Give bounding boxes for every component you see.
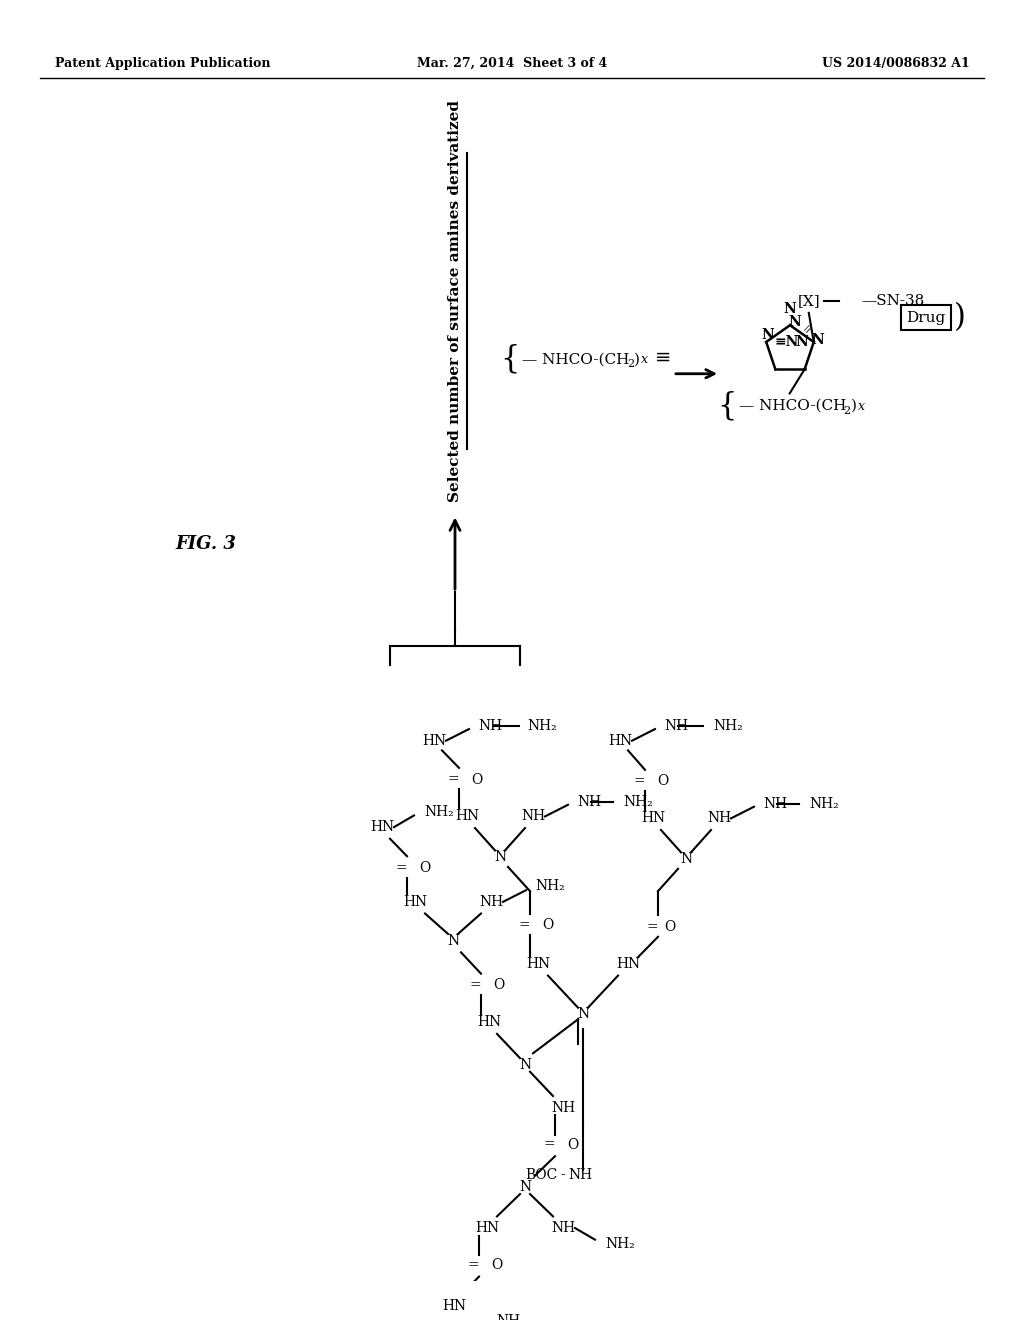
Text: — NHCO-(CH: — NHCO-(CH [738, 399, 846, 413]
Text: HN: HN [641, 812, 665, 825]
Text: NH: NH [763, 797, 787, 810]
Text: O: O [542, 919, 553, 932]
Text: 2: 2 [627, 359, 634, 370]
Text: =: = [800, 319, 816, 337]
Text: ): ) [851, 399, 857, 413]
Text: Selected number of surface amines derivatized: Selected number of surface amines deriva… [449, 100, 462, 502]
Text: HN: HN [477, 1015, 501, 1030]
Text: O: O [567, 1138, 579, 1151]
Text: HN: HN [402, 895, 427, 909]
Text: HN: HN [370, 820, 394, 834]
Text: NH: NH [707, 812, 731, 825]
Text: -: - [560, 1168, 565, 1181]
Text: NH₂: NH₂ [535, 879, 565, 894]
Text: O: O [419, 861, 430, 875]
Text: HN: HN [455, 809, 479, 824]
Text: O: O [665, 920, 676, 935]
Text: O: O [490, 1258, 502, 1272]
Text: 2: 2 [844, 405, 851, 416]
Text: [X]: [X] [798, 294, 820, 308]
Text: =: = [544, 1138, 555, 1151]
Text: US 2014/0086832 A1: US 2014/0086832 A1 [822, 57, 970, 70]
Text: N: N [762, 327, 774, 342]
Text: N: N [680, 853, 692, 866]
Text: O: O [471, 772, 482, 787]
Text: N: N [519, 1180, 531, 1195]
Text: N: N [519, 1057, 531, 1072]
Text: HN: HN [442, 1299, 466, 1312]
Text: — NHCO-(CH: — NHCO-(CH [522, 352, 630, 366]
Text: FIG. 3: FIG. 3 [175, 535, 236, 553]
Text: BOC: BOC [525, 1168, 558, 1181]
Text: ): ) [634, 352, 640, 366]
Text: N: N [783, 301, 797, 315]
Text: O: O [657, 775, 669, 788]
Text: HN: HN [608, 734, 632, 747]
Text: NH: NH [479, 895, 503, 909]
Text: NH₂: NH₂ [623, 795, 652, 809]
Text: NH: NH [577, 795, 601, 809]
Text: N: N [494, 850, 506, 865]
Text: NH: NH [478, 719, 502, 733]
Text: NH₂: NH₂ [496, 1315, 525, 1320]
Text: =: = [469, 978, 481, 993]
Text: N: N [446, 933, 459, 948]
Text: NH: NH [551, 1221, 575, 1236]
Text: {: { [717, 391, 736, 421]
Text: NH₂: NH₂ [527, 719, 557, 733]
Text: NH₂: NH₂ [424, 805, 454, 818]
Text: NH: NH [568, 1168, 592, 1181]
Text: {: { [501, 343, 520, 375]
Text: =: = [518, 919, 530, 932]
Text: Mar. 27, 2014  Sheet 3 of 4: Mar. 27, 2014 Sheet 3 of 4 [417, 57, 607, 70]
Text: x: x [858, 400, 864, 413]
Text: NH₂: NH₂ [605, 1237, 635, 1250]
FancyBboxPatch shape [901, 305, 950, 330]
Text: —SN-38: —SN-38 [862, 294, 925, 308]
Text: =: = [447, 772, 459, 787]
Text: O: O [493, 978, 504, 993]
Text: ): ) [953, 302, 966, 333]
Text: N: N [795, 335, 808, 348]
Text: ≡: ≡ [655, 350, 672, 367]
Text: HN: HN [526, 957, 550, 972]
Text: HN: HN [475, 1221, 499, 1236]
Text: NH: NH [664, 719, 688, 733]
Text: ≡N: ≡N [774, 335, 799, 348]
Text: HN: HN [616, 957, 640, 972]
Text: =: = [467, 1258, 479, 1272]
Text: NH₂: NH₂ [809, 797, 839, 810]
Text: N: N [812, 333, 824, 347]
Text: =: = [634, 775, 645, 788]
Text: x: x [641, 352, 648, 366]
Text: N: N [577, 1007, 589, 1022]
Text: =: = [646, 920, 658, 935]
Text: Patent Application Publication: Patent Application Publication [55, 57, 270, 70]
Text: NH: NH [551, 1101, 575, 1114]
Text: Drug: Drug [906, 310, 945, 325]
Text: NH₂: NH₂ [713, 719, 742, 733]
Text: N: N [788, 315, 802, 329]
Text: NH: NH [521, 809, 545, 824]
Text: =: = [395, 861, 407, 875]
Text: HN: HN [422, 734, 446, 747]
